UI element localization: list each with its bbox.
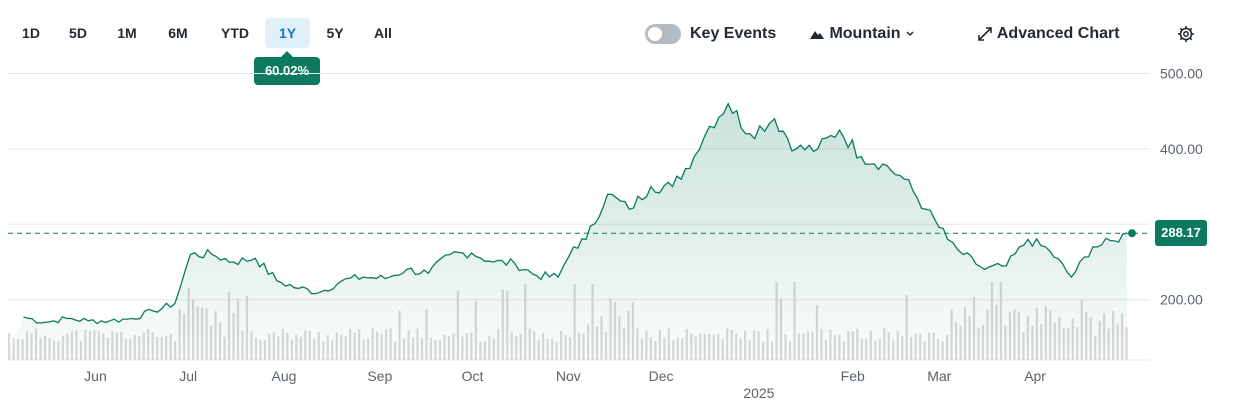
gear-icon [1178,25,1194,42]
last-price-dot [1128,229,1136,238]
range-button-1y[interactable]: 1Y [265,18,310,48]
period-change-badge: 60.02% [254,51,320,85]
chart-toolbar: 1D 5D 1M 6M YTD 1Y 5Y All 60.02% Key Events Mou… [0,0,1249,85]
x-month-label: Jun [84,368,107,384]
settings-button[interactable] [1177,20,1195,48]
chevron-down-icon [906,31,914,36]
x-year-label: 2025 [743,385,774,401]
expand-icon [978,26,992,41]
x-month-label: Nov [556,368,581,384]
range-button-ytd[interactable]: YTD [221,25,249,41]
volume-bar [8,332,11,360]
price-line [23,102,1127,325]
range-button-6m[interactable]: 6M [168,25,188,41]
x-axis: Jun Jul Aug Sep Oct Nov Dec Feb Mar Apr 2025 [84,368,1046,401]
price-area [8,102,1150,360]
x-month-label: Oct [462,368,484,384]
key-events-label: Key Events [690,25,777,42]
x-month-label: Apr [1024,368,1046,384]
y-tick-label: 500.00 [1160,66,1203,82]
price-area-fill [8,103,1127,360]
mountain-icon [810,30,824,39]
x-month-label: Feb [841,368,865,384]
y-tick-label: 200.00 [1160,292,1203,308]
toggle-knob [648,27,662,41]
key-events-toggle[interactable] [645,24,681,44]
x-month-label: Dec [649,368,674,384]
x-month-label: Sep [367,368,392,384]
range-button-1m[interactable]: 1M [117,25,137,41]
range-button-5y[interactable]: 5Y [326,25,344,41]
range-button-all[interactable]: All [374,25,392,41]
x-month-label: Jul [179,368,197,384]
chart-type-dropdown[interactable]: Mountain [809,20,915,48]
range-button-5d[interactable]: 5D [69,25,87,41]
x-month-label: Mar [927,368,951,384]
last-price-badge: 288.17 [1155,220,1207,247]
y-tick-label: 400.00 [1160,141,1203,157]
chart-type-label: Mountain [829,25,901,42]
advanced-chart-button[interactable]: Advanced Chart [977,20,1120,48]
x-month-label: Aug [272,368,297,384]
advanced-chart-label: Advanced Chart [996,25,1120,42]
range-button-1d[interactable]: 1D [22,25,40,41]
